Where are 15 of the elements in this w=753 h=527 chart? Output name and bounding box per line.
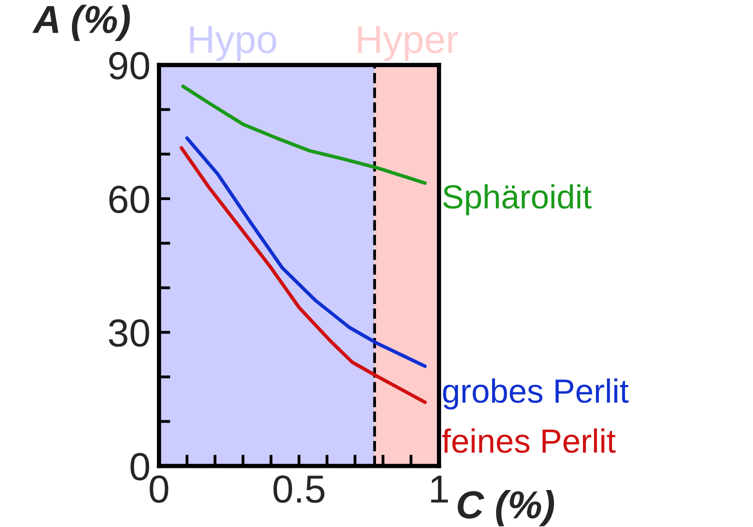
series-label: feines Perlit bbox=[442, 428, 616, 453]
y-tick-label: 60 bbox=[109, 186, 150, 214]
line-series bbox=[180, 146, 427, 404]
y-tick-label: 30 bbox=[108, 319, 150, 347]
line-series bbox=[185, 136, 427, 368]
x-tick-label: 0 bbox=[150, 475, 168, 503]
y-tick-label: 0 bbox=[130, 452, 150, 480]
series-label: Sphäroidit bbox=[443, 184, 592, 216]
x-tick-label: 0.5 bbox=[273, 475, 324, 503]
y-axis-title: A (%) bbox=[32, 4, 130, 41]
x-axis-title: C (%) bbox=[458, 490, 554, 526]
series-label: grobes Perlit bbox=[443, 378, 629, 410]
y-tick-label: 90 bbox=[109, 52, 150, 80]
line-series bbox=[181, 84, 427, 185]
x-tick-label: 1 bbox=[431, 476, 448, 503]
